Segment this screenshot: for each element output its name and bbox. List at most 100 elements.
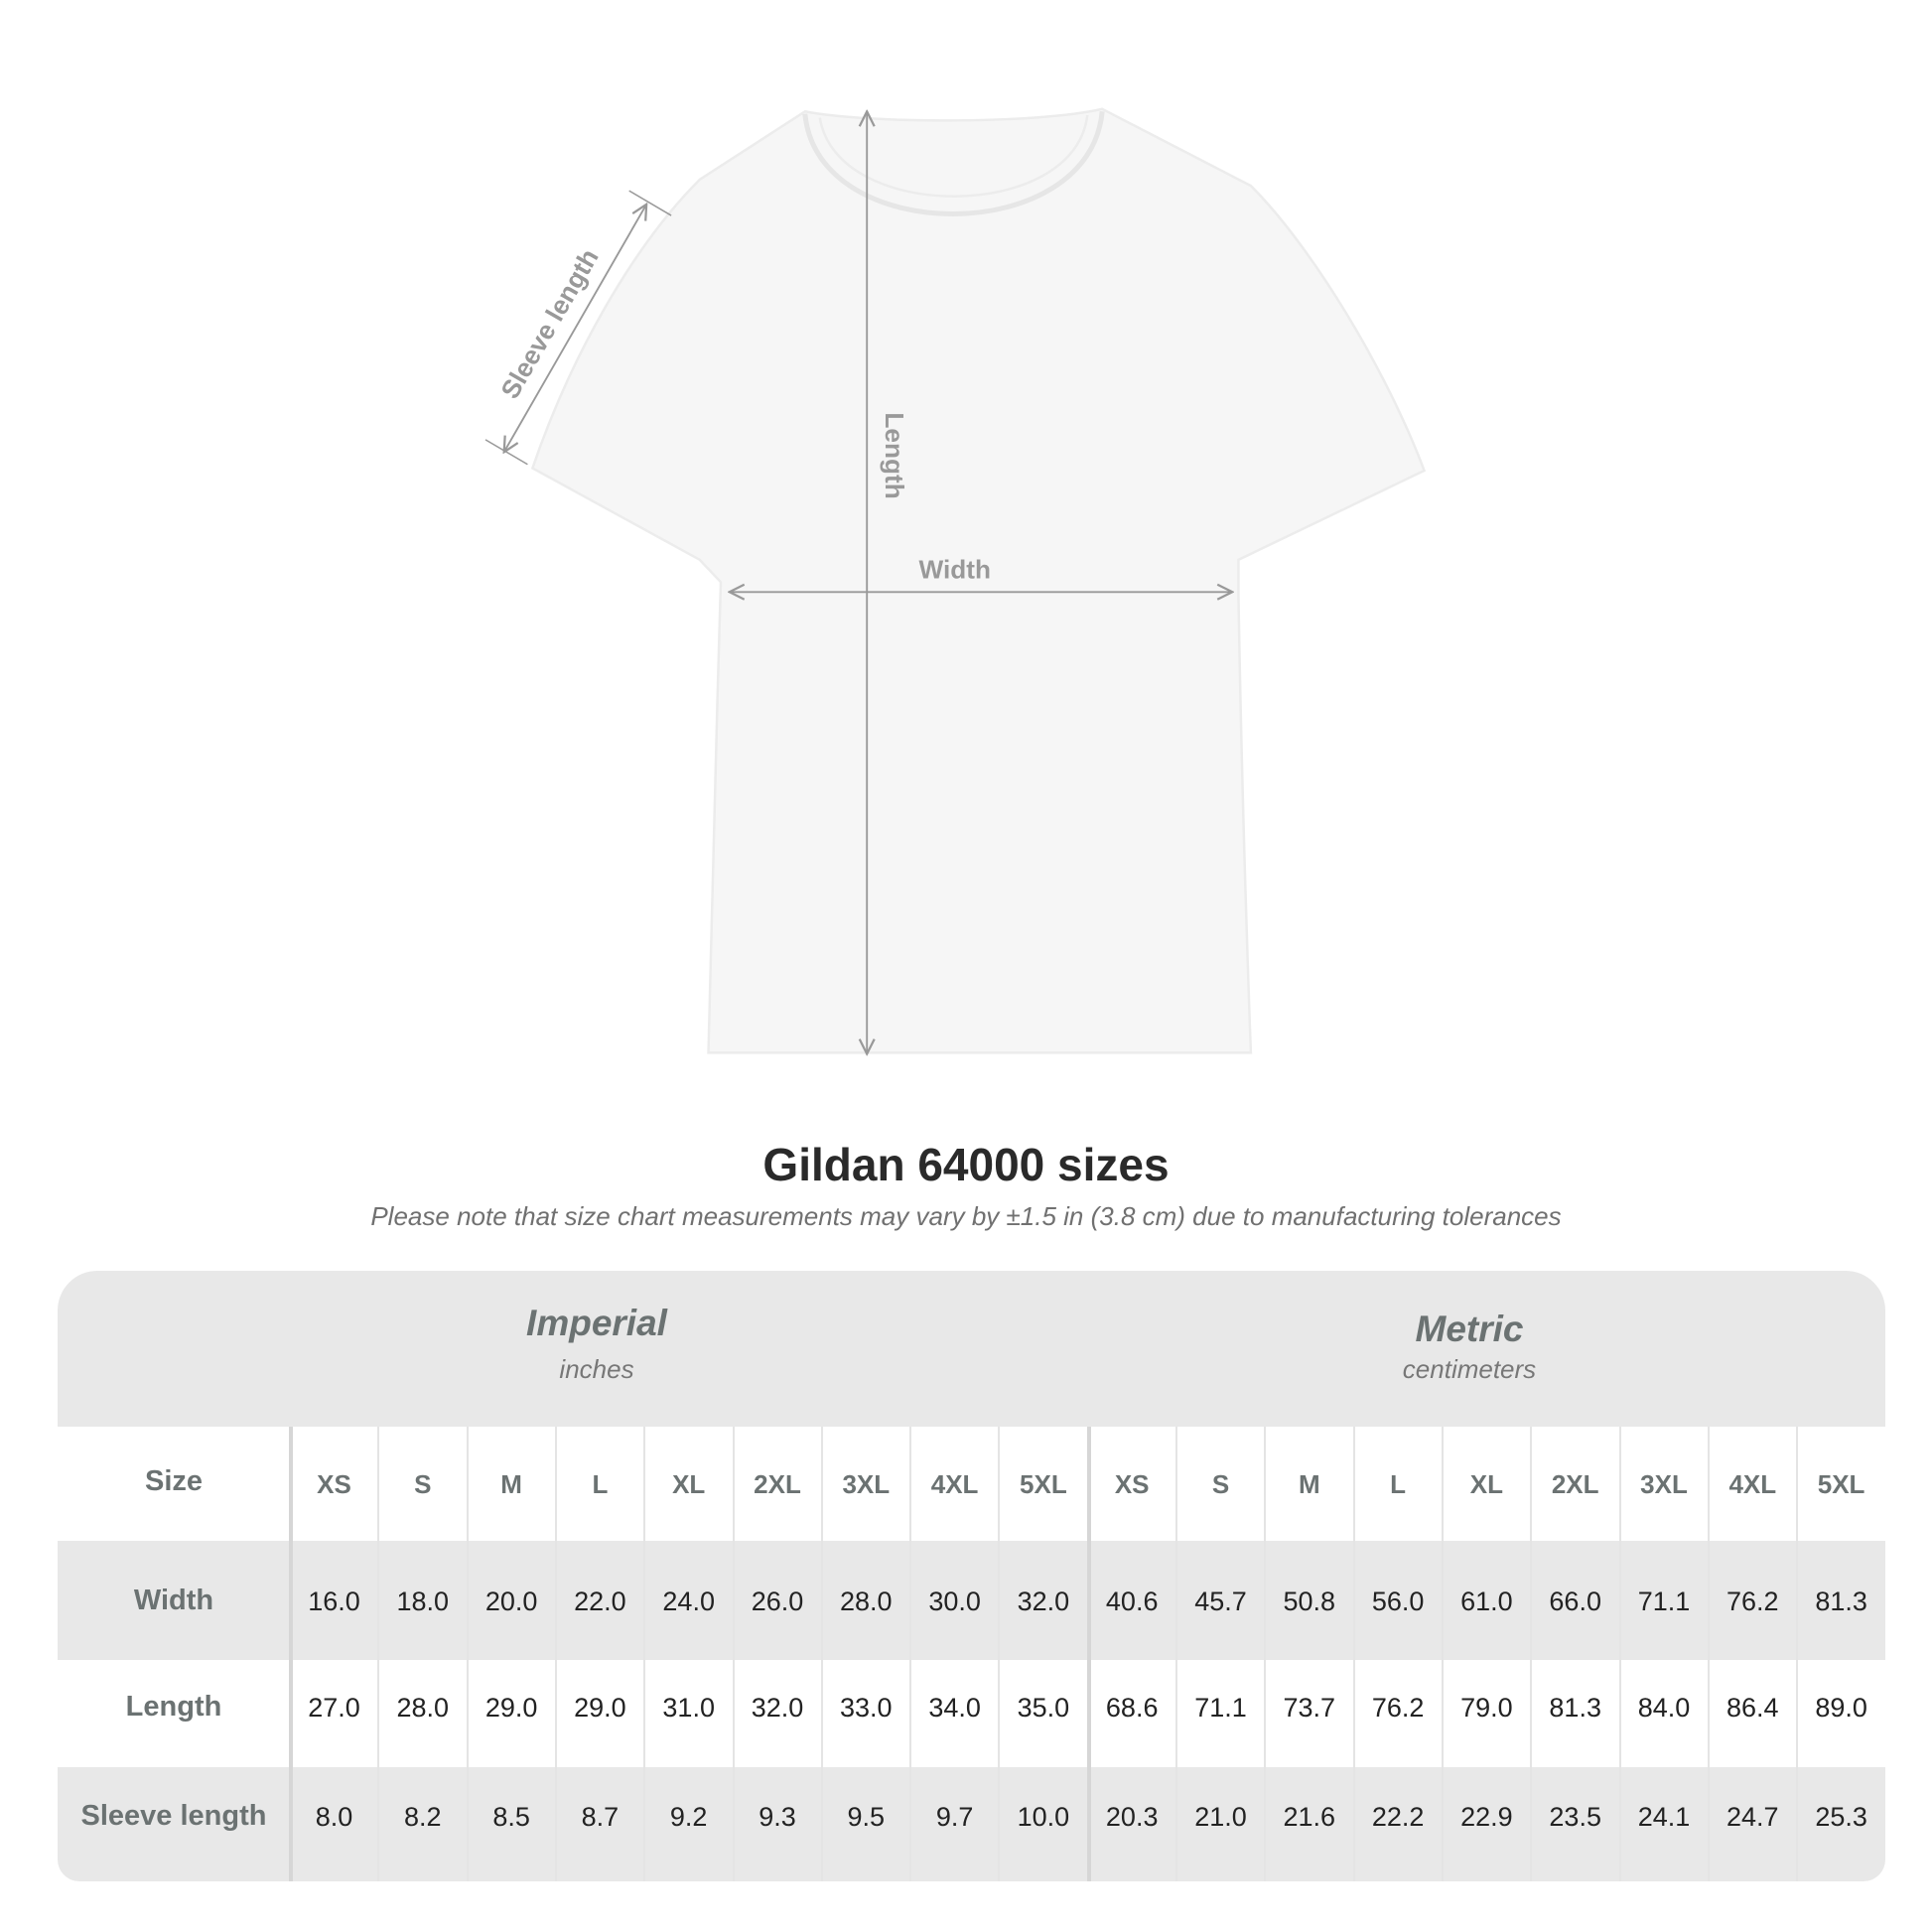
column-divider [1796,1427,1799,1881]
table-cell: 35.0 [1017,1693,1070,1723]
table-cell: 28.0 [840,1587,893,1616]
column-divider [1352,1427,1355,1881]
table-cell: 71.1 [1194,1693,1247,1723]
table-cell: 34.0 [928,1693,981,1723]
metric-title: Metric [1415,1309,1524,1349]
table-cell: 68.6 [1105,1693,1159,1723]
row-label-width: Width [133,1585,214,1616]
imperial-title: Imperial [526,1303,667,1343]
column-divider [1530,1427,1533,1881]
metric-size-2xl: 2XL [1551,1469,1599,1499]
column-divider [820,1427,823,1881]
table-cell: 84.0 [1637,1693,1691,1723]
table-cell: 9.3 [759,1802,796,1832]
table-cell: 29.0 [574,1693,626,1723]
imperial-size-3xl: 3XL [842,1469,891,1499]
table-cell: 45.7 [1194,1587,1247,1616]
imperial-size-l: L [592,1469,609,1499]
imperial-header: Imperial inches [398,1303,795,1385]
table-cell: 10.0 [1017,1802,1070,1832]
column-divider [1441,1427,1444,1881]
table-cell: 56.0 [1371,1587,1425,1616]
table-cell: 8.2 [404,1802,442,1832]
table-cell: 86.4 [1726,1693,1779,1723]
collar [802,111,1105,216]
table-cell: 8.7 [581,1802,620,1832]
table-cell: 25.3 [1815,1802,1867,1832]
metric-size-s: S [1211,1469,1230,1499]
table-cell: 32.0 [751,1693,804,1723]
table-cell: 30.0 [928,1587,981,1616]
column-divider [1707,1427,1710,1881]
table-cell: 50.8 [1283,1587,1336,1616]
size-header-label: Size [144,1465,204,1497]
table-cell: 8.5 [492,1802,530,1832]
table-cell: 9.5 [847,1802,886,1832]
column-divider [466,1427,469,1881]
tolerance-note: Please note that size chart measurements… [370,1201,1562,1231]
sleeve-length-arrow [484,190,672,466]
imperial-size-2xl: 2XL [754,1469,801,1499]
table-cell: 18.0 [396,1587,450,1616]
imperial-size-xs: XS [317,1469,351,1499]
imperial-size-xl: XL [672,1469,706,1499]
table-cell: 24.0 [662,1587,715,1616]
metric-size-3xl: 3XL [1640,1469,1688,1499]
row-label-length: Length [125,1691,222,1723]
table-cell: 73.7 [1283,1693,1336,1723]
column-divider [377,1427,380,1881]
length-row-band [58,1660,1885,1767]
imperial-size-s: S [414,1469,432,1499]
sleeve-row-band [58,1767,1885,1881]
table-cell: 28.0 [396,1693,450,1723]
width-label: Width [919,555,991,585]
table-cell: 32.0 [1017,1587,1070,1616]
imperial-unit: inches [559,1354,634,1384]
table-cell: 22.9 [1460,1802,1513,1832]
table-cell: 22.2 [1371,1802,1425,1832]
table-cell: 89.0 [1815,1693,1867,1723]
column-divider [1175,1427,1177,1881]
column-divider [554,1427,557,1881]
table-cell: 29.0 [484,1693,538,1723]
column-divider [1264,1427,1267,1881]
length-label: Length [880,412,909,498]
width-row-band [58,1541,1885,1660]
metric-size-xs: XS [1114,1469,1150,1499]
size-row-band [58,1427,1885,1541]
table-cell: 61.0 [1460,1587,1513,1616]
table-cell: 9.2 [669,1802,708,1832]
metric-size-xl: XL [1469,1469,1503,1499]
metric-size-m: M [1298,1469,1320,1499]
table-cell: 8.0 [315,1802,353,1832]
table-cell: 66.0 [1549,1587,1601,1616]
table-cell: 76.2 [1726,1587,1779,1616]
metric-header: Metric centimeters [1271,1309,1668,1385]
imperial-size-m: M [500,1469,522,1499]
table-cell: 20.3 [1105,1802,1159,1832]
column-divider [1618,1427,1621,1881]
column-divider [1086,1427,1091,1881]
column-divider [909,1427,912,1881]
table-cell: 81.3 [1815,1587,1867,1616]
imperial-size-5xl: 5XL [1020,1469,1067,1499]
metric-size-l: L [1390,1469,1407,1499]
header-band [58,1271,1885,1427]
table-cell: 81.3 [1549,1693,1601,1723]
metric-size-5xl: 5XL [1817,1469,1865,1499]
table-cell: 23.5 [1549,1802,1601,1832]
table-cell: 16.0 [308,1587,360,1616]
metric-unit: centimeters [1402,1354,1537,1384]
column-divider [998,1427,1001,1881]
table-cell: 79.0 [1460,1693,1513,1723]
table-cell: 33.0 [840,1693,893,1723]
row-label-sleeve-length: Sleeve length [80,1800,267,1832]
column-divider [732,1427,735,1881]
metric-size-4xl: 4XL [1728,1469,1777,1499]
table-cell: 76.2 [1371,1693,1425,1723]
table-cell: 27.0 [308,1693,360,1723]
table-cell: 9.7 [935,1802,974,1832]
column-divider [289,1427,293,1881]
table-cell: 20.0 [484,1587,538,1616]
